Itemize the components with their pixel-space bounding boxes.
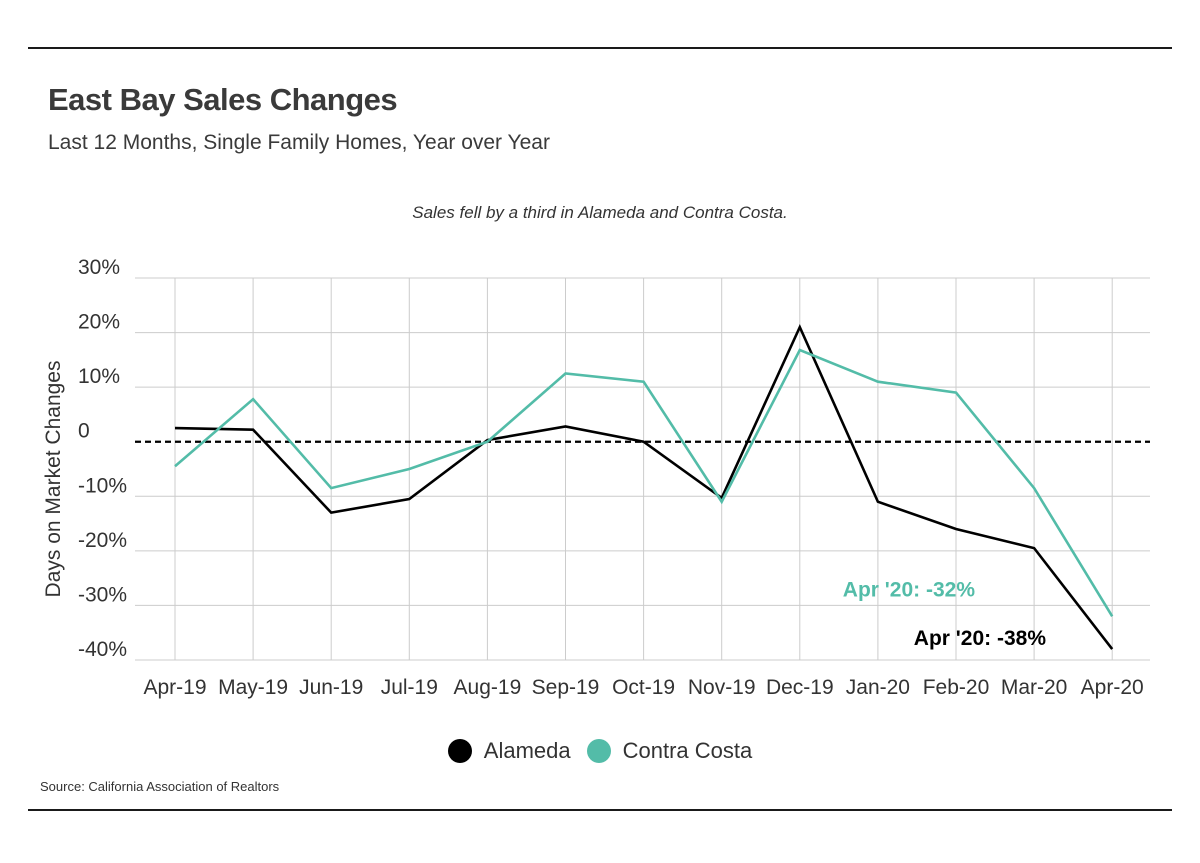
y-tick-label: -30% xyxy=(78,583,127,606)
source-note: Source: California Association of Realto… xyxy=(40,779,280,794)
series-line-alameda xyxy=(174,323,1114,650)
y-tick-label: -40% xyxy=(78,638,127,661)
legend: Alameda Contra Costa xyxy=(0,738,1200,764)
y-tick-label: 10% xyxy=(78,365,120,388)
top-rule xyxy=(28,47,1172,49)
chart-subtitle: Last 12 Months, Single Family Homes, Yea… xyxy=(48,131,550,154)
x-tick-label: Apr-19 xyxy=(143,676,206,699)
y-axis-label: Days on Market Changes xyxy=(42,361,65,598)
series-line-contra-costa xyxy=(174,348,1114,618)
y-tick-label: -20% xyxy=(78,529,127,552)
legend-swatch-alameda xyxy=(447,739,472,763)
x-tick-label: Apr-20 xyxy=(1081,676,1144,699)
x-tick-label: Jun-19 xyxy=(299,676,363,699)
x-tick-label: Mar-20 xyxy=(1001,676,1068,699)
legend-item-alameda: Alameda xyxy=(447,738,571,764)
y-tick-label: 20% xyxy=(78,311,120,334)
y-tick-label: 30% xyxy=(78,256,120,279)
legend-swatch-contra-costa xyxy=(586,739,611,763)
legend-label-contra-costa: Contra Costa xyxy=(622,738,753,763)
data-label-contra-costa: Apr '20: -32% xyxy=(843,578,976,601)
y-tick-label: -10% xyxy=(78,474,127,497)
x-tick-label: Nov-19 xyxy=(688,676,756,699)
legend-item-contra-costa: Contra Costa xyxy=(586,738,753,764)
x-tick-label: May-19 xyxy=(218,676,288,699)
x-tick-label: Feb-20 xyxy=(923,676,990,699)
bottom-rule xyxy=(28,809,1172,811)
x-tick-label: Jul-19 xyxy=(381,676,438,699)
x-tick-label: Aug-19 xyxy=(454,676,522,699)
chart-title: East Bay Sales Changes xyxy=(48,82,398,117)
x-tick-label: Oct-19 xyxy=(612,676,675,699)
chart-annotation: Sales fell by a third in Alameda and Con… xyxy=(412,203,788,222)
x-tick-label: Dec-19 xyxy=(766,676,834,699)
x-tick-label: Sep-19 xyxy=(532,676,600,699)
line-chart: 30% 20% 10% 0 -10% -20% -30% -40% Apr-19 May-19 Ju… xyxy=(42,256,1150,699)
data-label-alameda: Apr '20: -38% xyxy=(914,627,1047,650)
x-tick-label: Jan-20 xyxy=(846,676,910,699)
y-tick-label: 0 xyxy=(78,420,90,443)
legend-label-alameda: Alameda xyxy=(483,738,571,763)
